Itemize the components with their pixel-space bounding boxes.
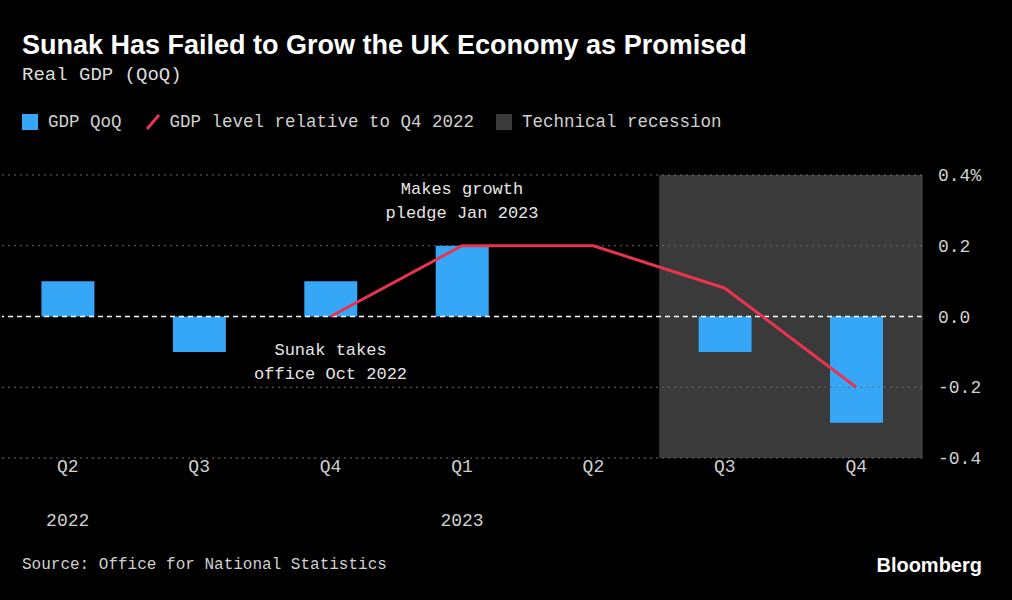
svg-text:Q4: Q4 bbox=[320, 457, 342, 477]
svg-text:Q2: Q2 bbox=[583, 457, 605, 477]
svg-text:office Oct 2022: office Oct 2022 bbox=[254, 365, 407, 384]
html-text:Technical recession: Technical recession bbox=[522, 112, 722, 132]
svg-text:-0.4: -0.4 bbox=[938, 449, 981, 469]
svg-text:Q3: Q3 bbox=[188, 457, 210, 477]
svg-text:0.0: 0.0 bbox=[938, 308, 970, 328]
svg-text:Q3: Q3 bbox=[714, 457, 736, 477]
svg-text:0.2: 0.2 bbox=[938, 237, 970, 257]
svg-text:Sunak takes: Sunak takes bbox=[274, 341, 386, 360]
svg-text:Q1: Q1 bbox=[451, 457, 473, 477]
svg-text:0.4%: 0.4% bbox=[938, 166, 981, 186]
svg-text:2023: 2023 bbox=[440, 511, 483, 531]
html-text:Source: Office for National St: Source: Office for National Statistics bbox=[22, 556, 387, 574]
svg-text:pledge Jan 2023: pledge Jan 2023 bbox=[385, 204, 538, 223]
svg-text:Q2: Q2 bbox=[57, 457, 79, 477]
html-text:Bloomberg: Bloomberg bbox=[876, 554, 982, 576]
svg-text:-0.2: -0.2 bbox=[938, 378, 981, 398]
svg-text:Makes growth: Makes growth bbox=[401, 180, 523, 199]
html-text:Sunak Has Failed to Grow the U: Sunak Has Failed to Grow the UK Economy … bbox=[22, 30, 747, 60]
html-text:Real GDP (QoQ): Real GDP (QoQ) bbox=[22, 64, 182, 86]
svg-text:Q4: Q4 bbox=[845, 457, 867, 477]
html-text:GDP QoQ: GDP QoQ bbox=[48, 112, 122, 132]
svg-text:2022: 2022 bbox=[46, 511, 89, 531]
html-text:GDP level relative to Q4 2022: GDP level relative to Q4 2022 bbox=[169, 112, 475, 132]
